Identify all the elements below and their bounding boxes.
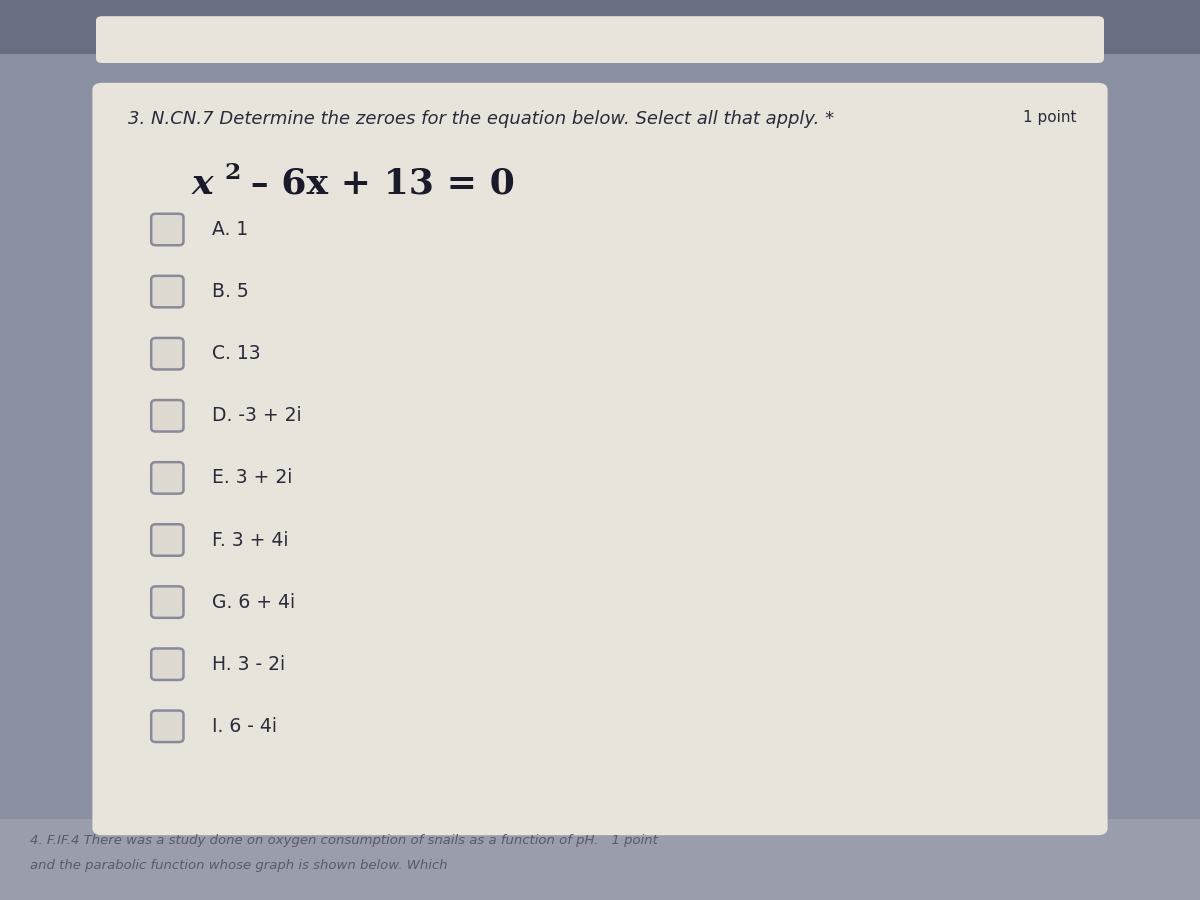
Text: F. 3 + 4i: F. 3 + 4i [212,530,289,550]
FancyBboxPatch shape [151,400,184,431]
Text: A. 1: A. 1 [212,220,248,239]
FancyBboxPatch shape [151,524,184,556]
FancyBboxPatch shape [151,338,184,369]
Text: and the parabolic function whose graph is shown below. Which: and the parabolic function whose graph i… [30,860,448,872]
Text: G. 6 + 4i: G. 6 + 4i [212,592,295,612]
Text: 3. N.CN.7 Determine the zeroes for the equation below. Select all that apply. *: 3. N.CN.7 Determine the zeroes for the e… [128,110,834,128]
Text: I. 6 - 4i: I. 6 - 4i [212,716,277,736]
Text: – 6x + 13 = 0: – 6x + 13 = 0 [238,166,515,201]
Text: x: x [192,166,214,201]
Text: 1 point: 1 point [1022,110,1076,125]
FancyBboxPatch shape [92,83,1108,835]
FancyBboxPatch shape [151,213,184,245]
Text: E. 3 + 2i: E. 3 + 2i [212,468,293,488]
FancyBboxPatch shape [0,0,1200,54]
Text: C. 13: C. 13 [212,344,262,364]
FancyBboxPatch shape [96,16,1104,63]
Text: D. -3 + 2i: D. -3 + 2i [212,406,302,426]
FancyBboxPatch shape [151,711,184,742]
Text: 2: 2 [224,162,241,184]
FancyBboxPatch shape [151,649,184,680]
FancyBboxPatch shape [151,463,184,493]
FancyBboxPatch shape [0,819,1200,900]
FancyBboxPatch shape [151,587,184,617]
FancyBboxPatch shape [151,275,184,308]
Text: H. 3 - 2i: H. 3 - 2i [212,654,286,674]
Text: 4. F.IF.4 There was a study done on oxygen consumption of snails as a function o: 4. F.IF.4 There was a study done on oxyg… [30,834,658,847]
Text: B. 5: B. 5 [212,282,250,302]
